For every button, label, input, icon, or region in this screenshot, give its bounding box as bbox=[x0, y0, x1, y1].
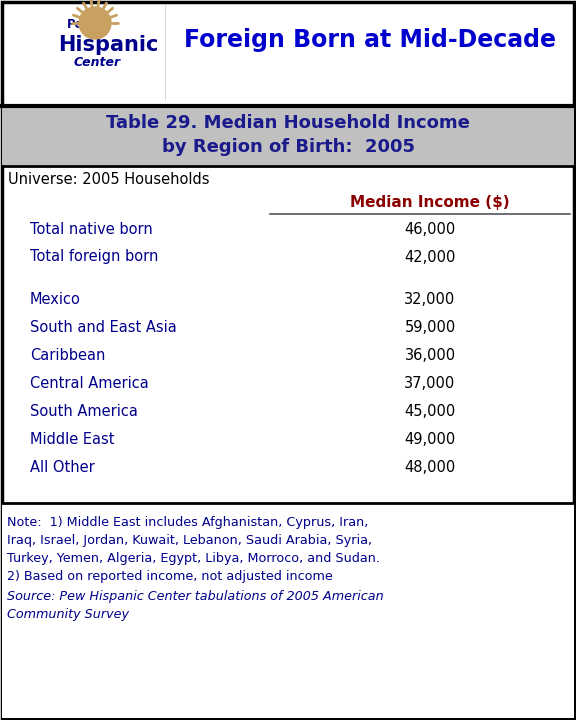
Text: 2) Based on reported income, not adjusted income: 2) Based on reported income, not adjuste… bbox=[7, 570, 333, 583]
Text: Hispanic: Hispanic bbox=[58, 35, 158, 55]
Text: 46,000: 46,000 bbox=[404, 222, 456, 236]
Text: Total foreign born: Total foreign born bbox=[30, 250, 158, 264]
Text: Center: Center bbox=[74, 56, 121, 70]
Text: 48,000: 48,000 bbox=[404, 459, 456, 474]
Text: 37,000: 37,000 bbox=[404, 376, 456, 390]
Text: Median Income ($): Median Income ($) bbox=[350, 194, 510, 210]
Text: Pew: Pew bbox=[67, 19, 94, 32]
Bar bbox=[2, 503, 574, 718]
Text: 36,000: 36,000 bbox=[404, 348, 456, 362]
Text: Middle East: Middle East bbox=[30, 431, 115, 446]
Text: Caribbean: Caribbean bbox=[30, 348, 105, 362]
Text: Mexico: Mexico bbox=[30, 292, 81, 307]
Text: Central America: Central America bbox=[30, 376, 149, 390]
Text: All Other: All Other bbox=[30, 459, 94, 474]
Text: South and East Asia: South and East Asia bbox=[30, 320, 177, 335]
Text: 32,000: 32,000 bbox=[404, 292, 456, 307]
Text: Table 29. Median Household Income: Table 29. Median Household Income bbox=[106, 114, 470, 132]
Text: by Region of Birth:  2005: by Region of Birth: 2005 bbox=[161, 138, 415, 156]
Text: 59,000: 59,000 bbox=[404, 320, 456, 335]
Text: Turkey, Yemen, Algeria, Egypt, Libya, Morroco, and Sudan.: Turkey, Yemen, Algeria, Egypt, Libya, Mo… bbox=[7, 552, 380, 565]
Text: South America: South America bbox=[30, 403, 138, 418]
Bar bbox=[2, 106, 574, 165]
Text: 45,000: 45,000 bbox=[404, 403, 456, 418]
Text: Source: Pew Hispanic Center tabulations of 2005 American: Source: Pew Hispanic Center tabulations … bbox=[7, 590, 384, 603]
Text: Total native born: Total native born bbox=[30, 222, 153, 236]
Circle shape bbox=[79, 7, 111, 39]
Text: Note:  1) Middle East includes Afghanistan, Cyprus, Iran,: Note: 1) Middle East includes Afghanista… bbox=[7, 516, 369, 529]
Text: 49,000: 49,000 bbox=[404, 431, 456, 446]
Text: 42,000: 42,000 bbox=[404, 250, 456, 264]
Text: Community Survey: Community Survey bbox=[7, 608, 129, 621]
Text: Iraq, Israel, Jordan, Kuwait, Lebanon, Saudi Arabia, Syria,: Iraq, Israel, Jordan, Kuwait, Lebanon, S… bbox=[7, 534, 372, 547]
Text: Foreign Born at Mid-Decade: Foreign Born at Mid-Decade bbox=[184, 28, 556, 52]
Text: Universe: 2005 Households: Universe: 2005 Households bbox=[8, 173, 210, 187]
